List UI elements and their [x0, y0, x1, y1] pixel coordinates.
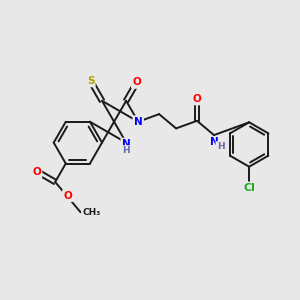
Text: N: N: [122, 139, 130, 149]
Text: O: O: [132, 77, 141, 87]
Text: CH₃: CH₃: [82, 208, 100, 217]
Text: O: O: [32, 167, 41, 177]
Text: H: H: [122, 146, 130, 155]
Text: O: O: [64, 190, 72, 201]
Text: N: N: [210, 137, 218, 148]
Text: N: N: [134, 117, 142, 127]
Text: Cl: Cl: [243, 183, 255, 193]
Text: O: O: [193, 94, 201, 104]
Text: S: S: [87, 76, 94, 86]
Text: H: H: [217, 142, 224, 152]
